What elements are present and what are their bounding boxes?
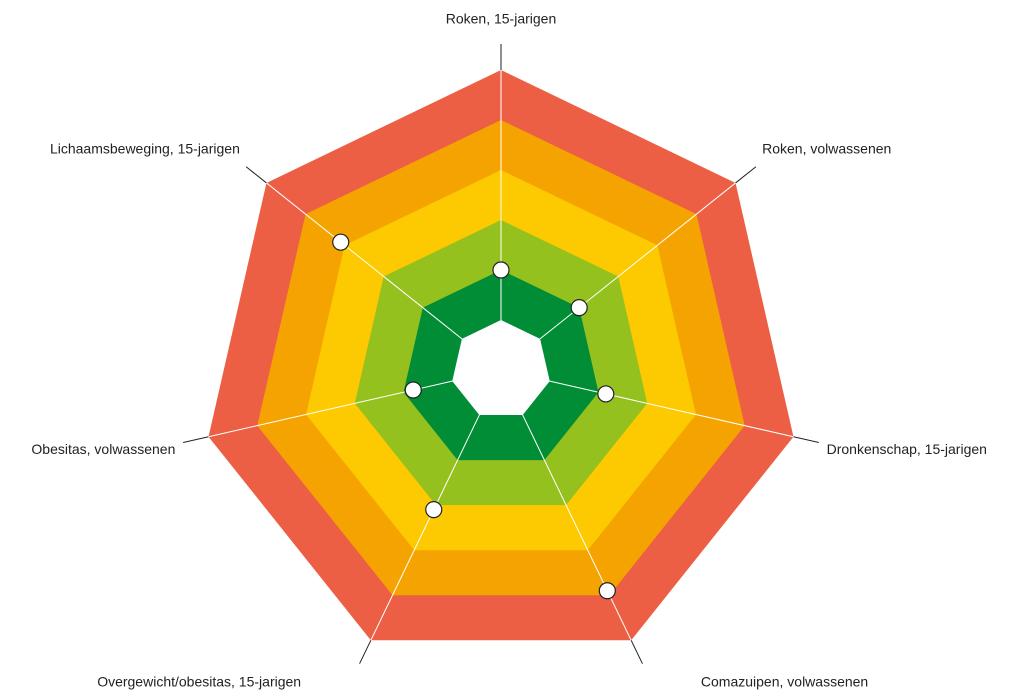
data-point [598, 582, 616, 600]
axis-line-outer [183, 436, 209, 444]
axis-line-outer [793, 436, 819, 444]
axis-line-outer [359, 640, 372, 664]
data-point [570, 299, 588, 317]
data-point [404, 381, 422, 399]
axis-label: Comazuipen, volwassenen [701, 674, 868, 690]
data-point [425, 501, 443, 519]
axis-line [500, 182, 736, 371]
axis-line [266, 182, 502, 371]
axis-label: Overgewicht/obesitas, 15-jarigen [97, 674, 301, 690]
axis-line [208, 369, 502, 438]
axis-label: Roken, 15-jarigen [446, 11, 557, 27]
axis-label: Roken, volwassenen [762, 140, 891, 156]
axis-line-outer [630, 640, 643, 664]
axis-line-outer [245, 166, 267, 184]
axis-label: Dronkenschap, 15-jarigen [827, 441, 987, 457]
axis-line [500, 369, 794, 438]
data-point [492, 261, 510, 279]
axis-label: Lichaamsbeweging, 15-jarigen [50, 140, 240, 156]
data-point [597, 385, 615, 403]
axis-label: Obesitas, volwassenen [31, 441, 175, 457]
data-point [332, 233, 350, 251]
axis-line-outer [735, 166, 757, 184]
